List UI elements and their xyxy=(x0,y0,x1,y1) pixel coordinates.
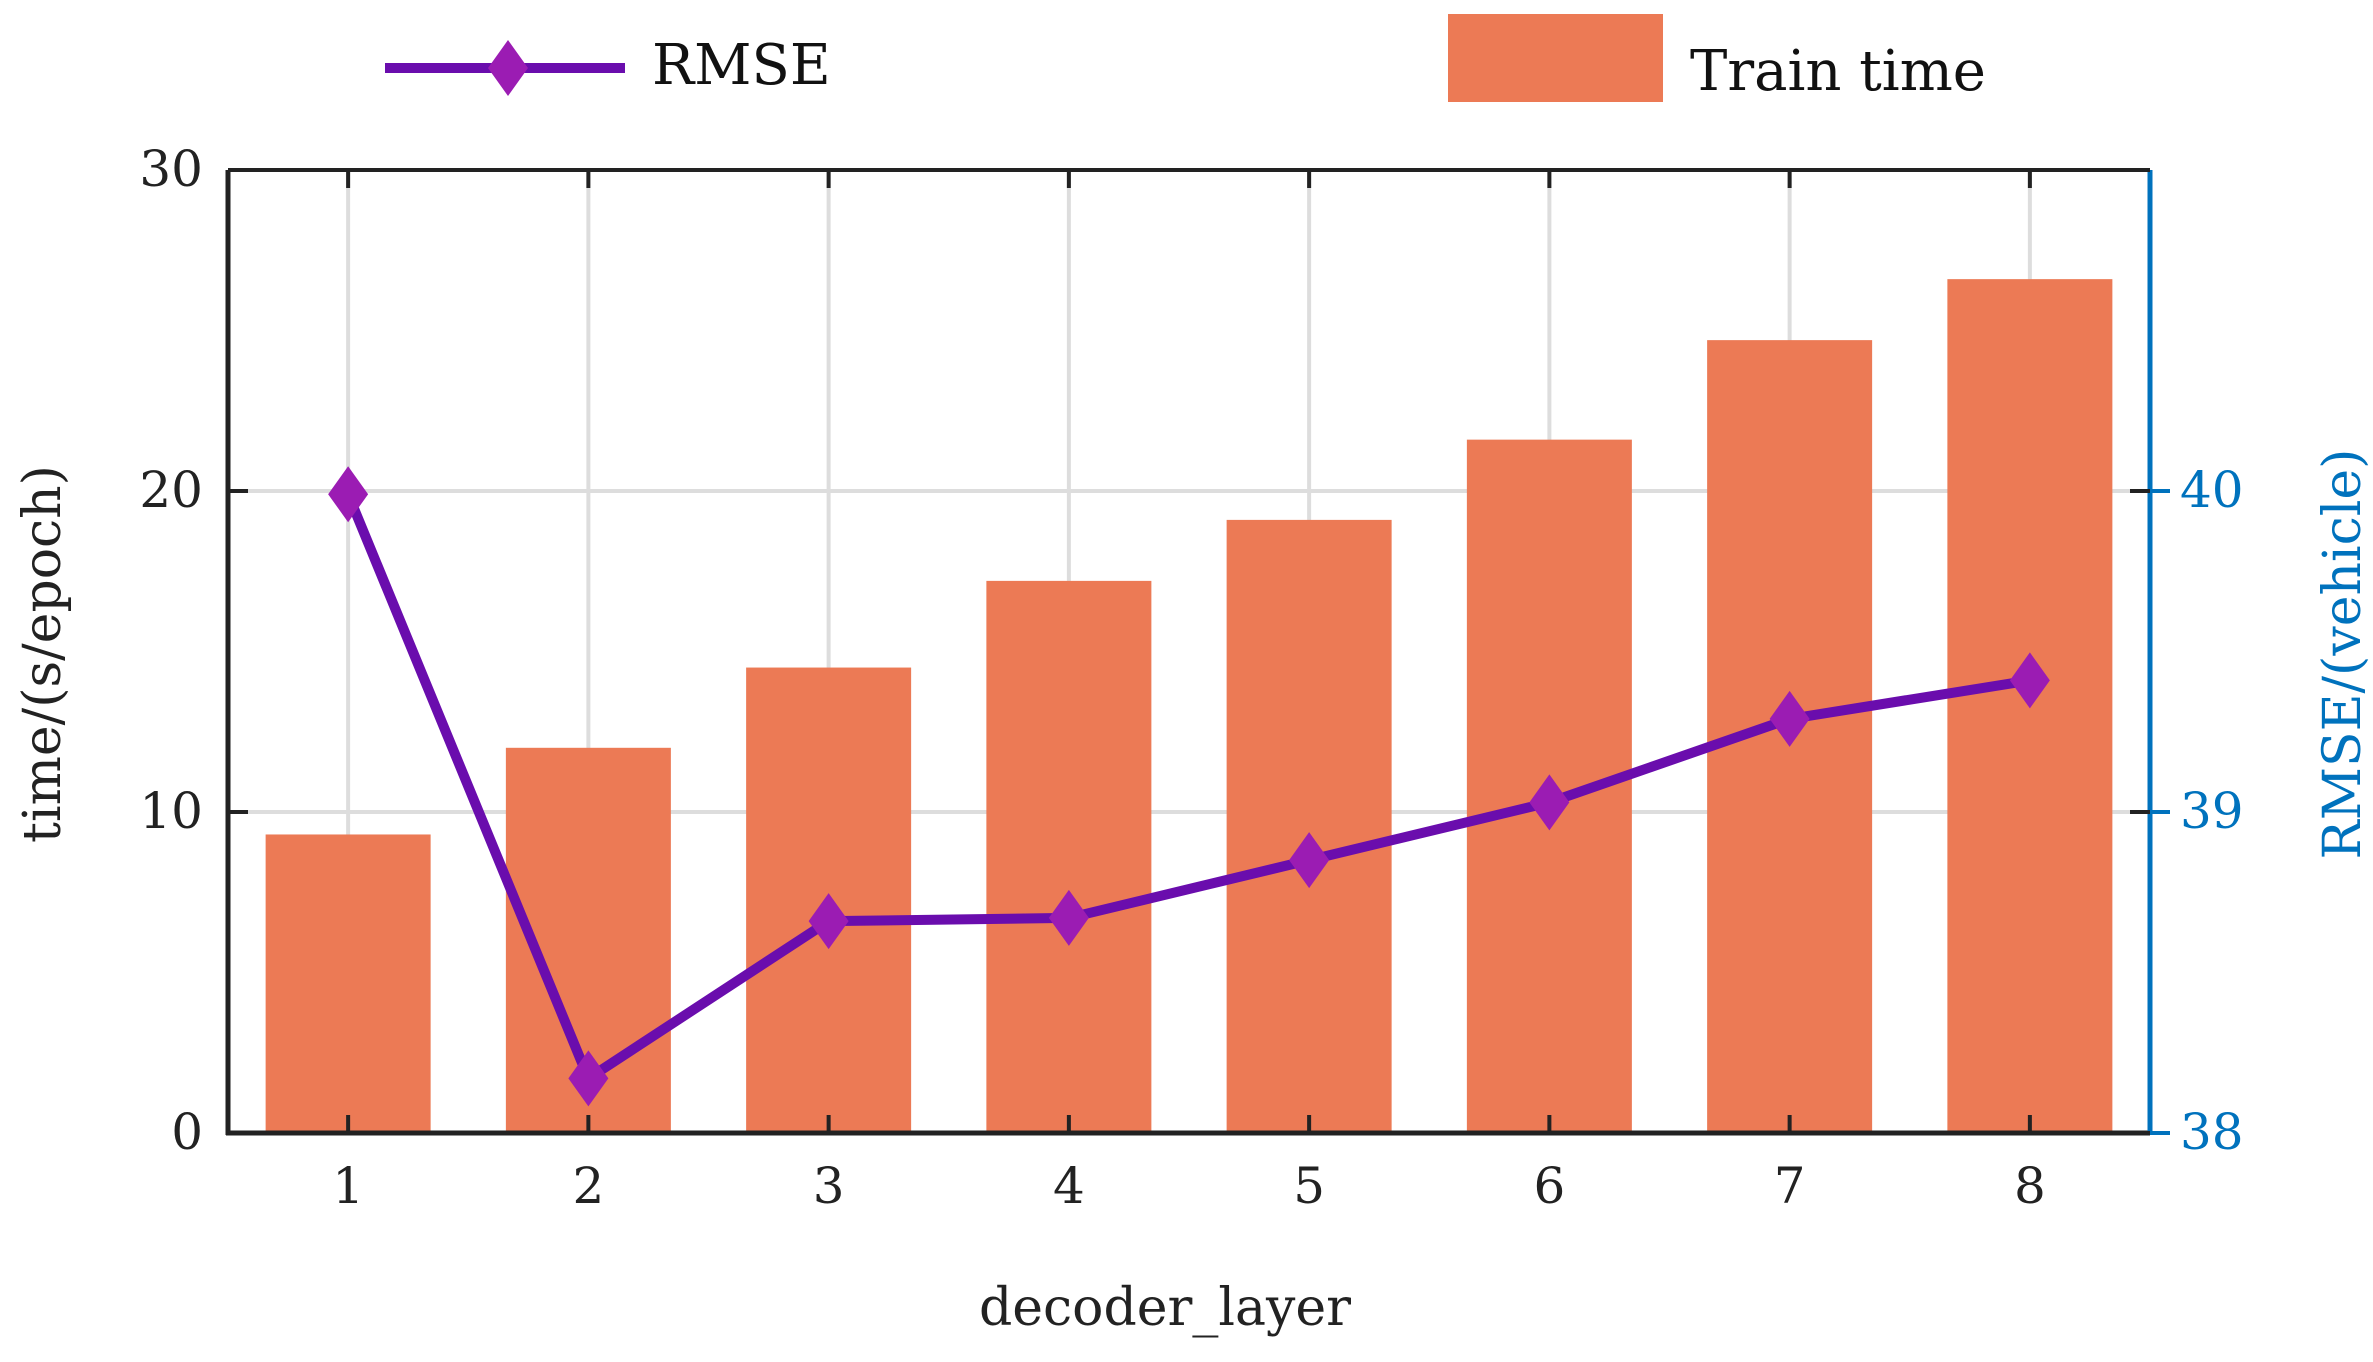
x-tick-label: 7 xyxy=(1774,1157,1806,1215)
rmse-point xyxy=(2009,652,2050,709)
legend-train-time-swatch xyxy=(1448,14,1663,102)
rmse-point xyxy=(808,893,849,950)
y-left-tick-label: 20 xyxy=(139,461,203,519)
rmse-point xyxy=(328,466,369,523)
rmse-point xyxy=(568,1050,609,1107)
rmse-point xyxy=(1048,889,1089,946)
rmse-line-layer xyxy=(328,466,2050,1107)
y-right-tick-label: 40 xyxy=(2180,461,2244,519)
x-tick-label: 1 xyxy=(332,1157,364,1215)
x-tick-label: 3 xyxy=(813,1157,845,1215)
y-right-tick-label: 38 xyxy=(2180,1103,2244,1161)
y-right-tick-label: 39 xyxy=(2180,782,2244,840)
x-tick-label: 4 xyxy=(1053,1157,1085,1215)
legend-rmse-label: RMSE xyxy=(652,33,831,98)
axes: 1 2 3 4 5 6 7 8 0 10 20 30 38 39 40 xyxy=(139,140,2243,1215)
y-left-tick-label: 0 xyxy=(171,1103,203,1161)
y-left-tick-label: 30 xyxy=(139,140,203,198)
legend: RMSE Train time xyxy=(385,14,1986,104)
legend-rmse-marker xyxy=(488,40,528,96)
x-tick-label: 5 xyxy=(1293,1157,1325,1215)
rmse-point xyxy=(1289,832,1330,889)
x-tick-label: 6 xyxy=(1533,1157,1565,1215)
x-axis-title: decoder_layer xyxy=(979,1278,1351,1338)
bar-train-time xyxy=(986,580,1152,1133)
rmse-series-line xyxy=(343,492,2031,1084)
x-tick-label: 2 xyxy=(572,1157,604,1215)
rmse-point xyxy=(1769,690,1810,747)
bar-train-time xyxy=(1226,519,1392,1133)
y-axis-right-title: RMSE/(vehicle) xyxy=(2313,449,2373,860)
bar-train-time xyxy=(265,834,431,1133)
rmse-point xyxy=(1529,774,1570,831)
x-tick-label: 8 xyxy=(2014,1157,2046,1215)
y-axis-left-title: time/(s/epoch) xyxy=(13,465,73,843)
y-left-tick-label: 10 xyxy=(139,782,203,840)
legend-train-time-label: Train time xyxy=(1690,39,1986,104)
